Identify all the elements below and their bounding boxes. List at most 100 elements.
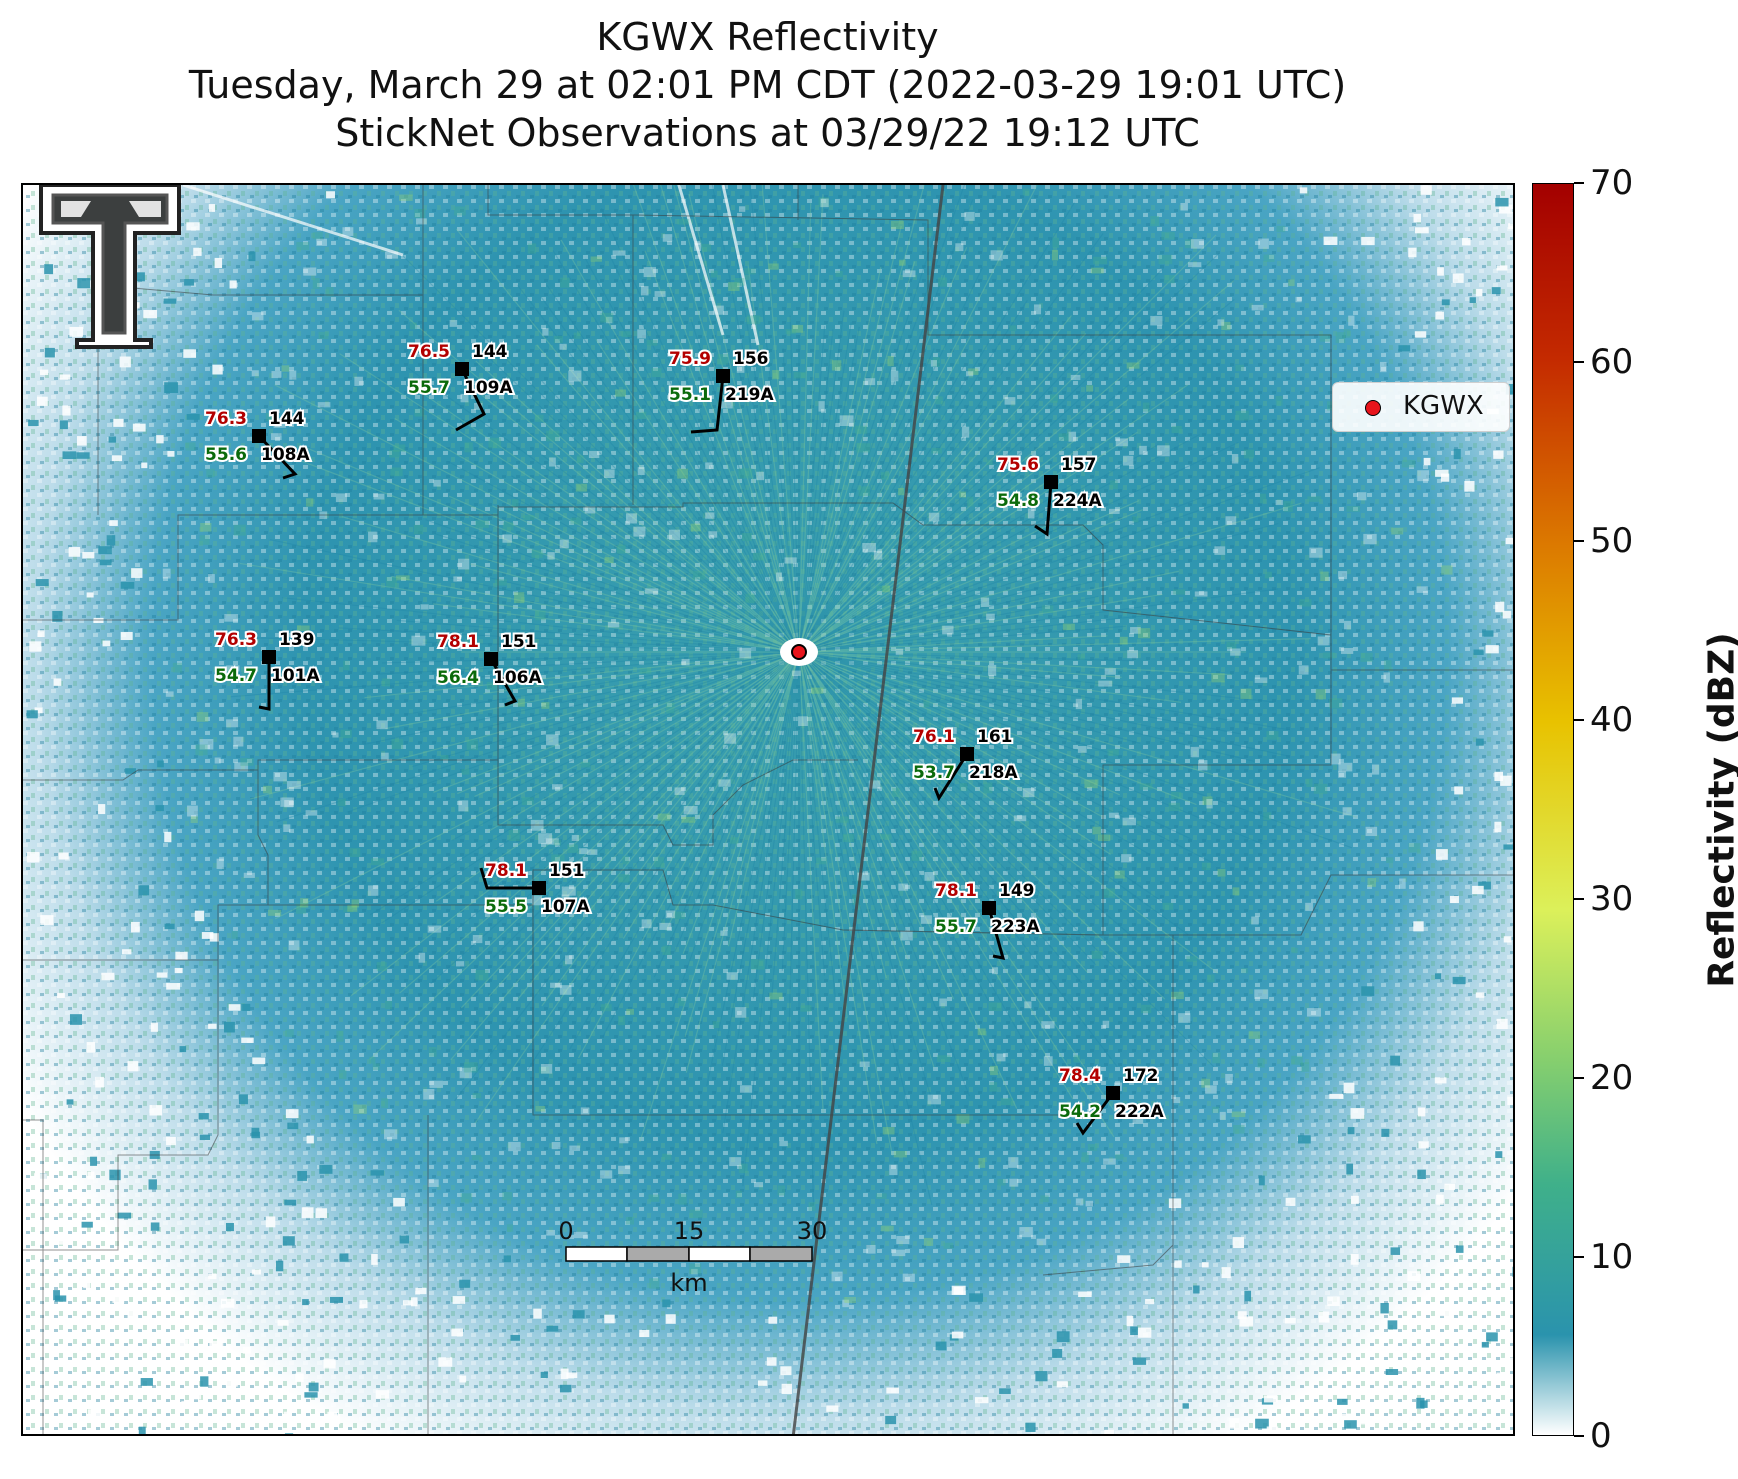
radar-echo-cell (800, 1005, 812, 1012)
radar-echo-cell (540, 1064, 553, 1074)
radar-echo-cell (179, 1046, 187, 1053)
radar-echo-cell (1009, 1178, 1019, 1187)
radar-ray (798, 651, 1353, 849)
radar-ray (798, 651, 1151, 856)
radar-echo-cell (1482, 630, 1494, 637)
radar-echo-cell (677, 468, 689, 479)
radar-echo-cell (546, 430, 560, 442)
radar-ray (798, 514, 1068, 653)
radar-echo-cell (1343, 329, 1351, 338)
radar-echo-cell (930, 360, 938, 367)
radar-ray (488, 651, 800, 997)
radar-echo-cell (1503, 844, 1513, 850)
radar-echo-cell (1182, 1403, 1189, 1409)
radar-echo-cell (1491, 287, 1501, 295)
radar-echo-cell (549, 457, 556, 467)
radar-echo-cell (791, 670, 801, 676)
radar-echo-cell (295, 1373, 304, 1383)
radar-echo-cell (438, 1357, 453, 1367)
radar-echo-cell (927, 1094, 941, 1105)
radar-echo-cell (69, 326, 84, 337)
radar-echo-cell (1231, 453, 1239, 464)
radar-echo-cell (1360, 1414, 1367, 1425)
radar-echo-cell (864, 378, 876, 386)
radar-echo-cell (665, 1314, 676, 1324)
radar-echo-cell (1263, 812, 1272, 821)
radar-echo-cell (1235, 364, 1244, 371)
radar-echo-cell (506, 1224, 514, 1232)
scale-segment-1 (565, 1246, 628, 1262)
radar-echo-cell (1486, 1332, 1498, 1342)
radar-ray (493, 651, 800, 958)
radar-echo-cell (502, 1192, 513, 1201)
radar-echo-cell (187, 805, 198, 817)
radar-echo-cell (369, 1056, 376, 1064)
radar-echo-cell (573, 332, 581, 339)
radar-ray (282, 597, 800, 653)
radar-echo-cell (111, 455, 123, 462)
radar-echo-cell (1052, 1348, 1063, 1358)
radar-echo-cell (208, 1023, 217, 1029)
radar-echo-cell (164, 382, 179, 394)
radar-echo-cell (1347, 1127, 1355, 1135)
radar-echo-cell (56, 992, 65, 999)
radar-echo-cell (1367, 878, 1376, 887)
radar-echo-cell (968, 368, 979, 375)
station-temperature: 76.5 (408, 342, 450, 362)
radar-echo-cell (1258, 238, 1269, 249)
radar-echo-cell (460, 1193, 473, 1203)
station-wind-direction: 156 (733, 349, 769, 369)
radar-echo-cell (855, 425, 868, 434)
radar-echo-cell (969, 1293, 984, 1302)
radar-ray (798, 310, 845, 653)
radar-echo-cell (62, 451, 77, 459)
colorbar-tick-label: 30 (1590, 879, 1634, 919)
radar-echo-cell (977, 1028, 986, 1036)
radar-echo-cell (1284, 1317, 1296, 1324)
radar-echo-cell (1108, 812, 1119, 818)
radar-echo-cell (538, 833, 553, 844)
radar-echo-cell (199, 1134, 211, 1141)
radar-echo-cell (251, 1269, 261, 1275)
radar-echo-cell (1040, 1195, 1049, 1203)
radar-echo-cell (893, 1151, 907, 1158)
radar-echo-cell (186, 222, 200, 231)
radar-echo-cell (316, 238, 327, 246)
radar-echo-cell (705, 462, 713, 470)
radar-ray (798, 651, 1116, 1112)
radar-ray (364, 651, 800, 699)
station-dewpoint: 53.7 (913, 763, 955, 783)
radar-echo-cell (1202, 796, 1213, 805)
radar-echo-cell (856, 443, 871, 453)
radar-echo-cell (1025, 1422, 1036, 1432)
radar-echo-cell (923, 1237, 934, 1246)
radar-echo-cell (1139, 783, 1153, 790)
radar-echo-cell (415, 1287, 427, 1295)
radar-echo-cell (449, 319, 458, 327)
radar-echo-cell (1414, 227, 1429, 234)
radar-ray (391, 575, 800, 653)
radar-ray (341, 516, 800, 653)
radar-echo-cell (673, 911, 686, 919)
radar-echo-cell (140, 1378, 153, 1386)
radar-echo-cell (76, 452, 90, 459)
radar-echo-cell (475, 520, 489, 528)
radar-map[interactable]: 76.3 144 55.6 108A 76.5 144 55.7 109A 75.9 156 55.… (21, 183, 1515, 1436)
radar-echo-cell (201, 932, 214, 939)
radar-echo-cell (1257, 1058, 1265, 1068)
radar-echo-cell (53, 1290, 60, 1301)
radar-gap (721, 185, 760, 346)
radar-echo-cell (125, 768, 136, 774)
radar-echo-cell (1408, 843, 1421, 853)
state-border-line (791, 185, 945, 1434)
radar-echo-cell (736, 362, 745, 373)
radar-echo-cell (494, 579, 507, 586)
radar-ray (560, 239, 800, 653)
radar-echo-cell (739, 206, 746, 212)
radar-echo-cell (842, 1299, 849, 1308)
radar-echo-cell (1417, 1107, 1426, 1117)
radar-echo-cell (1241, 968, 1248, 974)
radar-echo-cell (1305, 902, 1313, 911)
radar-echo-cell (1504, 1357, 1513, 1368)
radar-echo-cell (622, 856, 629, 865)
